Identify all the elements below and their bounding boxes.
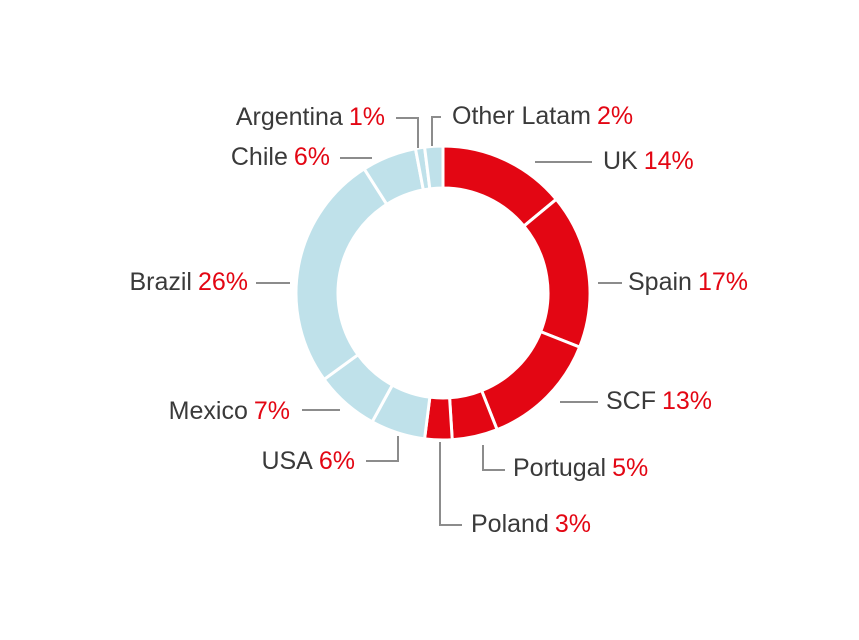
slice-label: Mexico 7% (169, 397, 290, 425)
value-label: 3% (555, 510, 591, 538)
donut-slice (479, 329, 582, 432)
slice-label: Argentina 1% (236, 103, 385, 131)
leader-line (431, 116, 441, 146)
slice-label: Brazil 26% (129, 268, 248, 296)
leader-line (439, 442, 462, 526)
leader-line (482, 445, 505, 471)
value-label: 2% (597, 102, 633, 130)
leader-line (396, 117, 419, 148)
value-label: 26% (198, 268, 248, 296)
category-label: Spain (628, 268, 692, 296)
category-label: Mexico (169, 397, 248, 425)
category-label: Argentina (236, 103, 343, 131)
slice-label: SCF 13% (606, 387, 712, 415)
category-label: USA (261, 447, 313, 475)
category-label: Chile (231, 143, 288, 171)
value-label: 17% (698, 268, 748, 296)
category-label: Brazil (129, 268, 192, 296)
value-label: 7% (254, 397, 290, 425)
value-label: 14% (644, 147, 694, 175)
slice-label: Portugal 5% (513, 454, 648, 482)
category-label: Other Latam (452, 102, 591, 130)
value-label: 13% (662, 387, 712, 415)
category-label: Poland (471, 510, 549, 538)
category-label: UK (603, 147, 638, 175)
leader-line (366, 436, 399, 462)
slice-label: Poland 3% (471, 510, 591, 538)
donut-slice (422, 144, 445, 191)
donut-slice (521, 197, 592, 350)
slice-label: Spain 17% (628, 268, 748, 296)
value-label: 5% (612, 454, 648, 482)
slice-label: USA 6% (261, 447, 355, 475)
slice-label: Chile 6% (231, 143, 330, 171)
category-label: Portugal (513, 454, 606, 482)
slice-label: UK 14% (603, 147, 694, 175)
donut-slice (294, 166, 389, 382)
value-label: 1% (349, 103, 385, 131)
category-label: SCF (606, 387, 656, 415)
value-label: 6% (294, 143, 330, 171)
slice-label: Other Latam 2% (452, 102, 633, 130)
value-label: 6% (319, 447, 355, 475)
